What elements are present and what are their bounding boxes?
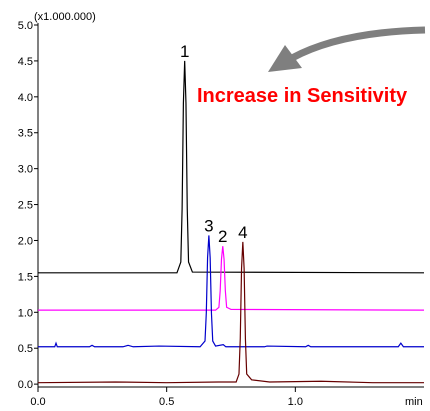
trace bbox=[37, 241, 424, 384]
trace bbox=[38, 246, 425, 311]
peak-label: 3 bbox=[204, 216, 213, 235]
peak-label: 1 bbox=[180, 42, 189, 61]
x-axis-label: min bbox=[405, 396, 423, 408]
peak-label: 2 bbox=[218, 227, 227, 246]
y-tick-label: 1.5 bbox=[18, 271, 33, 283]
y-tick-label: 0.0 bbox=[18, 379, 33, 391]
x-tick-label: 0.0 bbox=[30, 396, 45, 408]
y-tick-label: 1.0 bbox=[18, 307, 33, 319]
y-tick-label: 4.5 bbox=[18, 56, 33, 68]
y-tick-label: 0.5 bbox=[18, 343, 33, 355]
arrow-shaft bbox=[290, 26, 426, 62]
y-unit-label: (x1.000.000) bbox=[34, 11, 96, 23]
y-tick-label: 2.5 bbox=[18, 200, 33, 212]
y-tick-label: 3.0 bbox=[18, 164, 33, 176]
y-tick-label: 5.0 bbox=[18, 20, 33, 32]
peak-label: 4 bbox=[238, 223, 247, 242]
arrow-head bbox=[268, 45, 302, 72]
y-tick-label: 3.5 bbox=[18, 128, 33, 140]
x-tick-label: 0.5 bbox=[159, 396, 174, 408]
y-tick-label: 2.0 bbox=[18, 235, 33, 247]
annotation: Increase in Sensitivity bbox=[197, 85, 408, 107]
x-tick-label: 1.0 bbox=[288, 396, 303, 408]
y-tick-label: 4.0 bbox=[18, 92, 33, 104]
trace bbox=[38, 235, 424, 348]
trace bbox=[38, 60, 425, 274]
